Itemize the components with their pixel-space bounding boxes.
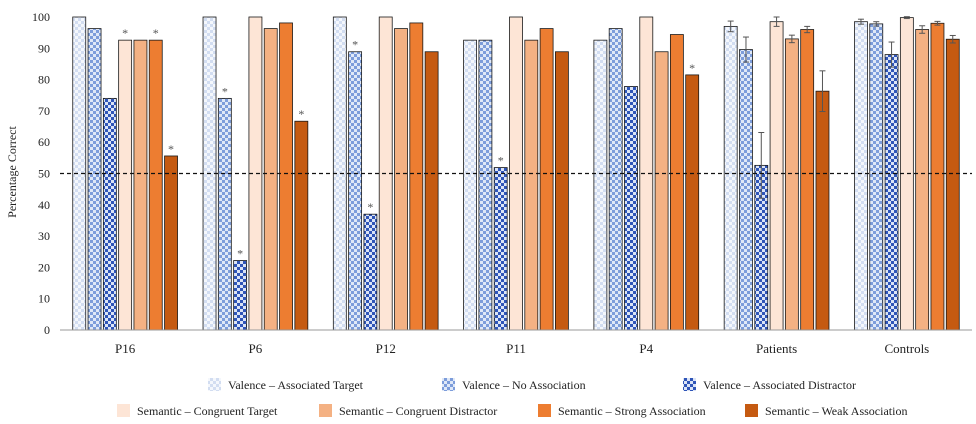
significance-star: * <box>237 247 243 261</box>
bar <box>723 25 738 331</box>
bar <box>869 23 884 331</box>
bar-group-p16: * * * <box>72 16 178 331</box>
legend-label: Valence – Associated Distractor <box>703 378 856 392</box>
bar <box>493 167 508 331</box>
legend-swatch <box>442 378 455 391</box>
bar <box>800 29 815 331</box>
bar <box>815 90 830 331</box>
bar <box>915 29 930 331</box>
x-tick-label: P16 <box>115 341 136 356</box>
legend-item: Semantic – Congruent Target <box>117 404 278 418</box>
legend-label: Valence – No Association <box>462 378 586 392</box>
legend-swatch <box>538 404 551 417</box>
y-tick-label: 20 <box>38 260 50 274</box>
significance-star: * <box>352 38 358 52</box>
bar <box>524 39 539 331</box>
bar <box>593 39 608 331</box>
legend-item: Valence – No Association <box>442 378 586 392</box>
y-axis-title: Percentage Correct <box>5 126 19 218</box>
y-tick-label: 80 <box>38 73 50 87</box>
bar <box>348 51 363 331</box>
significance-star: * <box>498 154 504 168</box>
bar <box>294 120 309 331</box>
bar <box>463 39 478 331</box>
legend-label: Semantic – Strong Association <box>558 404 706 418</box>
bar <box>263 28 278 331</box>
legend-label: Semantic – Congruent Target <box>137 404 278 418</box>
legend-label: Semantic – Congruent Distractor <box>339 404 497 418</box>
bar <box>133 39 148 331</box>
significance-star: * <box>168 142 174 156</box>
bar <box>945 38 960 331</box>
y-tick-label: 40 <box>38 198 50 212</box>
bar <box>424 51 439 331</box>
legend-swatch <box>745 404 758 417</box>
y-tick-label: 60 <box>38 135 50 149</box>
legend-item: Valence – Associated Distractor <box>683 378 856 392</box>
bar <box>478 39 493 331</box>
x-tick-label: P4 <box>639 341 653 356</box>
bar <box>669 34 684 331</box>
significance-star: * <box>222 84 228 98</box>
bar-group-controls <box>854 16 960 331</box>
legend-label: Valence – Associated Target <box>228 378 364 392</box>
bar <box>87 28 102 331</box>
bar <box>409 22 424 331</box>
legend-swatch <box>208 378 221 391</box>
significance-star: * <box>122 26 128 40</box>
bar <box>608 28 623 331</box>
significance-star: * <box>367 200 373 214</box>
significance-star: * <box>153 26 159 40</box>
x-tick-label: P6 <box>249 341 263 356</box>
legend-swatch <box>117 404 130 417</box>
x-tick-label: P11 <box>506 341 526 356</box>
bar-group-p4: * <box>593 16 700 331</box>
y-tick-label: 90 <box>38 41 50 55</box>
x-tick-label: P12 <box>376 341 396 356</box>
bar <box>624 86 638 331</box>
x-tick-label: Patients <box>756 341 797 356</box>
y-tick-label: 50 <box>38 167 50 181</box>
legend-item: Valence – Associated Target <box>208 378 364 392</box>
bar <box>102 97 117 331</box>
legend-item: Semantic – Strong Association <box>538 404 706 418</box>
bar-group-p12: ** <box>332 16 439 331</box>
legend: Valence – Associated Target Valence – No … <box>117 378 907 418</box>
bar <box>884 54 899 331</box>
bar <box>539 28 554 331</box>
y-tick-label: 100 <box>32 10 50 24</box>
bar <box>164 155 178 331</box>
bar <box>930 22 945 331</box>
bar <box>279 22 293 331</box>
significance-star: * <box>298 107 304 121</box>
y-tick-label: 10 <box>38 292 50 306</box>
significance-star: * <box>689 61 695 75</box>
bar <box>118 39 133 331</box>
y-axis: 0 10 20 30 40 50 60 70 80 90 100 <box>32 10 50 337</box>
bar <box>217 97 232 331</box>
bar <box>739 49 753 331</box>
bar <box>685 74 700 331</box>
y-tick-label: 0 <box>44 323 50 337</box>
legend-swatch <box>683 378 696 391</box>
legend-item: Semantic – Congruent Distractor <box>319 404 497 418</box>
bar <box>394 28 408 331</box>
bar <box>148 39 163 331</box>
x-axis: P16 P6 P12 P11 P4 Patients Controls <box>60 329 972 356</box>
bar <box>363 213 378 331</box>
bar <box>769 21 784 331</box>
bars-layer: * ********* <box>72 16 960 331</box>
bar <box>555 51 569 331</box>
legend-swatch <box>319 404 332 417</box>
bar <box>654 51 669 331</box>
y-tick-label: 30 <box>38 229 50 243</box>
bar <box>854 21 868 331</box>
bar <box>784 38 799 331</box>
x-tick-label: Controls <box>884 341 929 356</box>
y-tick-label: 70 <box>38 104 50 118</box>
legend-item: Semantic – Weak Association <box>745 404 907 418</box>
legend-label: Semantic – Weak Association <box>765 404 907 418</box>
bar <box>233 260 248 331</box>
